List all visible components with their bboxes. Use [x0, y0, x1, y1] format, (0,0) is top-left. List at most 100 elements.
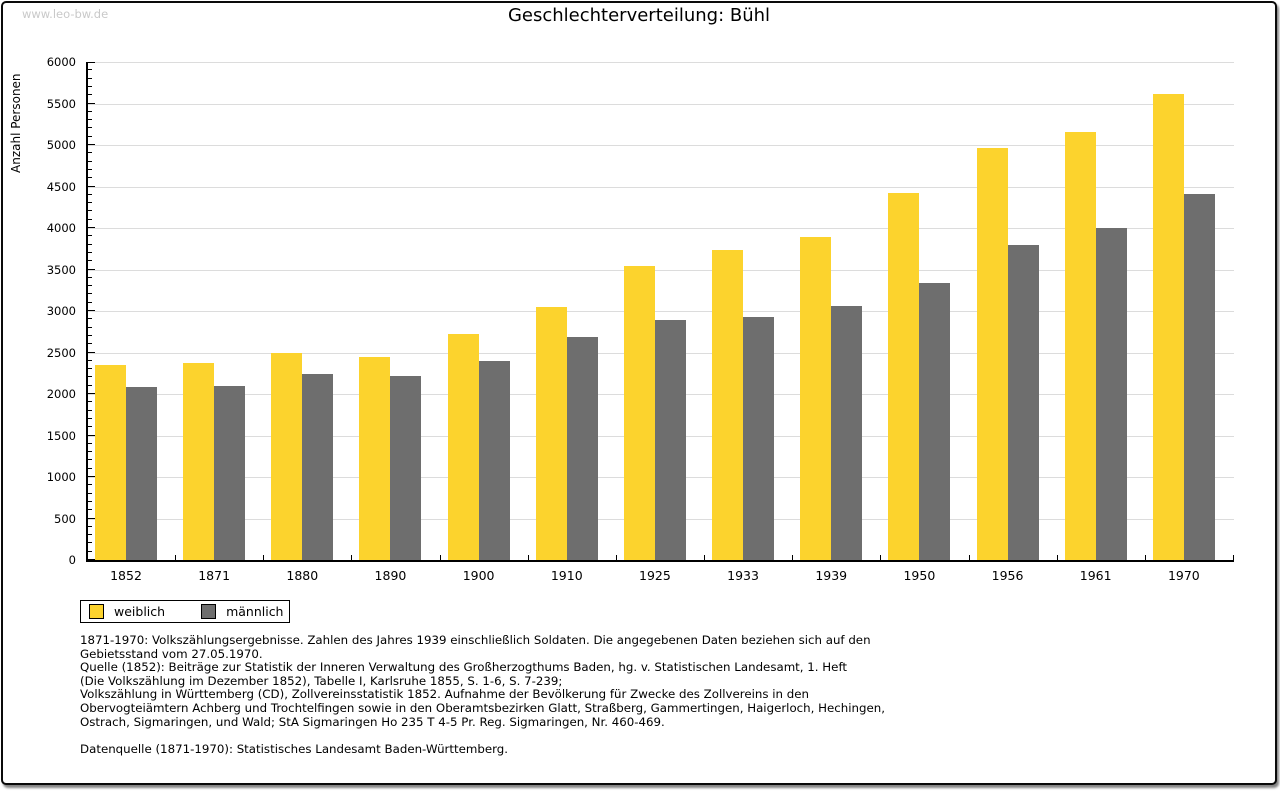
y-tick-5700	[88, 85, 92, 87]
y-tick-label-5500: 5500	[46, 96, 76, 111]
y-tick-2700	[88, 334, 92, 336]
y-tick-1300	[88, 451, 92, 453]
x-category-label-1890: 1890	[374, 568, 407, 583]
bar-männlich-1970	[1183, 193, 1215, 560]
footnote-line-8	[80, 729, 1200, 743]
x-category-label-1961: 1961	[1079, 568, 1112, 583]
bar-weiblich-1925	[623, 265, 655, 560]
y-tick-2300	[88, 368, 92, 370]
y-tick-label-2500: 2500	[46, 345, 76, 360]
bar-männlich-1900	[478, 360, 510, 560]
y-tick-3100	[88, 301, 92, 303]
y-tick-400	[88, 525, 92, 527]
x-category-label-1939: 1939	[815, 568, 848, 583]
y-tick-5000	[88, 144, 95, 145]
x-tick-8	[792, 555, 794, 560]
y-tick-2600	[88, 343, 92, 345]
x-category-label-1910: 1910	[550, 568, 583, 583]
y-tick-label-4500: 4500	[46, 179, 76, 194]
gridline-5000	[88, 145, 1234, 146]
footnote-line-7: Ostrach, Sigmaringen, und Wald; StA Sigm…	[80, 714, 665, 729]
x-tick-2	[263, 555, 265, 560]
bar-weiblich-1970	[1152, 93, 1184, 560]
x-category-label-1970: 1970	[1167, 568, 1200, 583]
gridline-4500	[88, 186, 1234, 188]
y-tick-1500	[88, 434, 95, 436]
x-tick-11	[1056, 555, 1058, 560]
bar-weiblich-1852	[95, 364, 126, 560]
bar-weiblich-1890	[359, 356, 391, 560]
y-tick-5600	[88, 94, 92, 96]
y-tick-900	[88, 484, 92, 486]
y-tick-label-6000: 6000	[46, 55, 76, 69]
y-tick-label-2000: 2000	[46, 387, 76, 401]
x-tick-7	[704, 555, 706, 560]
plot-area: 0 500 1000 1500 2000 2500 3000 3500 4000 4500 5000…	[47, 55, 1234, 583]
bar-weiblich-1950	[888, 193, 920, 560]
bar-männlich-1939	[831, 306, 863, 560]
x-category-label-1956: 1956	[991, 568, 1024, 583]
x-category-label-1925: 1925	[639, 568, 671, 583]
y-tick-2100	[88, 384, 92, 386]
y-tick-4900	[88, 152, 92, 154]
y-tick-3500	[88, 268, 95, 270]
y-tick-3400	[88, 276, 92, 278]
legend-item-männlich: männlich	[201, 604, 311, 619]
x-tick-6	[615, 555, 617, 560]
x-tick-9	[880, 555, 882, 560]
legend-swatch-männlich	[201, 604, 217, 619]
y-tick-3900	[88, 235, 92, 237]
footnote-line-4: (Die Volkszählung im Dezember 1852), Tab…	[80, 673, 563, 688]
chart-title: Geschlechterverteilung: Bühl	[507, 5, 771, 26]
y-tick-1200	[88, 459, 92, 461]
legend-item-weiblich: weiblich	[89, 604, 193, 619]
y-tick-800	[88, 492, 92, 494]
y-tick-1600	[88, 426, 92, 428]
y-tick-label-1500: 1500	[46, 428, 76, 443]
y-tick-600	[88, 509, 92, 511]
y-tick-5500	[88, 102, 95, 104]
y-tick-label-3000: 3000	[46, 304, 76, 318]
y-tick-2500	[88, 351, 95, 353]
legend-label-männlich: männlich	[226, 604, 284, 619]
footnote-line-3: Quelle (1852): Beiträge zur Statistik de…	[80, 660, 848, 675]
y-tick-5100	[88, 135, 92, 137]
bar-weiblich-1871	[183, 362, 215, 560]
legend-swatch-weiblich	[89, 604, 104, 619]
y-tick-5300	[88, 119, 92, 121]
y-tick-300	[88, 534, 92, 536]
x-category-label-1900: 1900	[462, 568, 495, 583]
y-tick-4300	[88, 202, 92, 204]
y-tick-label-5000: 5000	[46, 138, 76, 152]
y-tick-6000	[88, 62, 95, 63]
y-tick-2800	[88, 326, 92, 328]
y-tick-500	[88, 517, 95, 519]
bar-männlich-1925	[654, 320, 686, 560]
bar-männlich-1890	[390, 375, 422, 560]
x-tick-10	[968, 555, 970, 560]
y-tick-1000	[88, 476, 95, 477]
y-tick-3800	[88, 243, 92, 245]
y-tick-0	[88, 559, 95, 560]
y-tick-3700	[88, 251, 92, 253]
x-category-label-1880: 1880	[286, 568, 319, 583]
gridline-3000	[88, 311, 1234, 312]
y-tick-label-4000: 4000	[46, 221, 76, 235]
y-tick-4100	[88, 218, 92, 220]
bar-männlich-1852	[126, 386, 157, 560]
bar-männlich-1933	[743, 316, 775, 560]
legend: weiblich männlich	[80, 600, 290, 623]
y-tick-3000	[88, 310, 95, 311]
y-tick-label-0: 0	[68, 553, 76, 567]
y-tick-4000	[88, 227, 95, 228]
y-tick-100	[88, 550, 92, 552]
y-tick-4500	[88, 185, 95, 187]
gridline-3500	[88, 269, 1234, 271]
y-tick-1800	[88, 409, 92, 411]
y-tick-2200	[88, 376, 92, 378]
y-tick-2400	[88, 359, 92, 361]
y-tick-200	[88, 542, 92, 544]
bar-männlich-1880	[302, 373, 334, 560]
y-tick-label-1000: 1000	[46, 470, 76, 484]
